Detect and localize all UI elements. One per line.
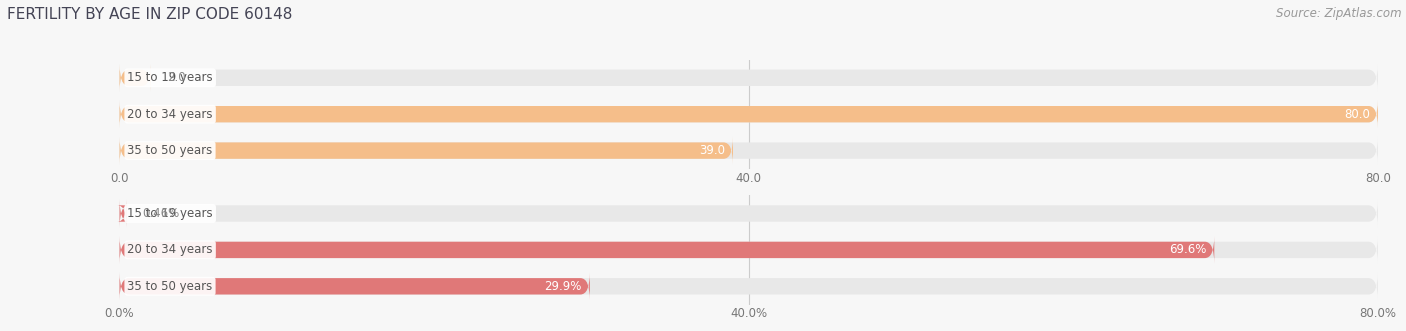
Text: 69.6%: 69.6%: [1168, 243, 1206, 257]
FancyBboxPatch shape: [120, 64, 150, 91]
FancyBboxPatch shape: [120, 236, 1215, 263]
FancyBboxPatch shape: [120, 236, 1378, 263]
Text: 20 to 34 years: 20 to 34 years: [128, 108, 212, 121]
Text: FERTILITY BY AGE IN ZIP CODE 60148: FERTILITY BY AGE IN ZIP CODE 60148: [7, 7, 292, 22]
Text: 15 to 19 years: 15 to 19 years: [128, 207, 212, 220]
FancyBboxPatch shape: [120, 137, 1378, 164]
FancyBboxPatch shape: [117, 200, 129, 227]
Text: 39.0: 39.0: [699, 144, 725, 157]
FancyBboxPatch shape: [120, 101, 1378, 128]
FancyBboxPatch shape: [120, 200, 1378, 227]
Text: 20 to 34 years: 20 to 34 years: [128, 243, 212, 257]
FancyBboxPatch shape: [120, 64, 1378, 91]
Text: 35 to 50 years: 35 to 50 years: [128, 280, 212, 293]
Text: 0.46%: 0.46%: [142, 207, 180, 220]
Text: 80.0: 80.0: [1344, 108, 1369, 121]
Text: 35 to 50 years: 35 to 50 years: [128, 144, 212, 157]
FancyBboxPatch shape: [120, 101, 1378, 128]
FancyBboxPatch shape: [120, 273, 591, 300]
Text: Source: ZipAtlas.com: Source: ZipAtlas.com: [1277, 7, 1402, 20]
Text: 15 to 19 years: 15 to 19 years: [128, 71, 212, 84]
FancyBboxPatch shape: [120, 137, 733, 164]
FancyBboxPatch shape: [120, 273, 1378, 300]
Text: 2.0: 2.0: [167, 71, 186, 84]
Text: 29.9%: 29.9%: [544, 280, 582, 293]
